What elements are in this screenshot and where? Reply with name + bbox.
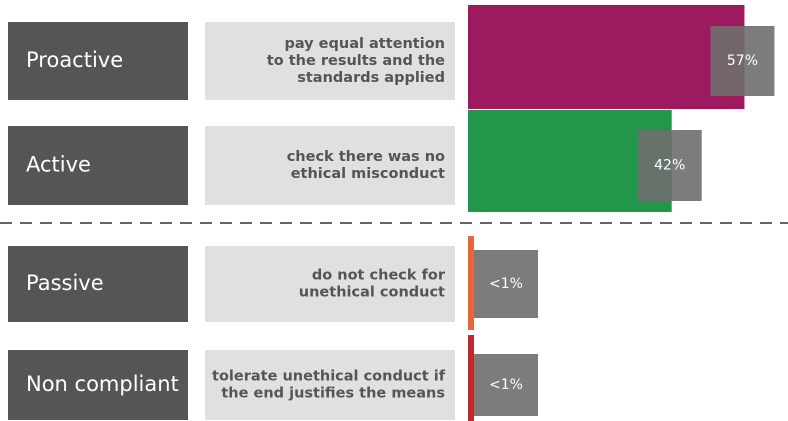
- value-label-box: [710, 26, 775, 96]
- description: check there was no: [287, 149, 445, 165]
- description: pay equal attention: [284, 36, 445, 52]
- value-label-box: [474, 354, 538, 416]
- category-box: [8, 246, 188, 322]
- description-box: [205, 246, 455, 322]
- category-label: Non compliant: [26, 372, 179, 396]
- description: ethical misconduct: [291, 166, 445, 182]
- category-box: [8, 126, 188, 205]
- category-box: [8, 22, 188, 100]
- bar: [468, 5, 745, 109]
- value-label: 42%: [654, 158, 685, 174]
- description: standards applied: [297, 70, 445, 86]
- description: the end justifies the means: [221, 386, 445, 402]
- category-label: Passive: [26, 271, 104, 295]
- description: tolerate unethical conduct if: [212, 369, 446, 385]
- category-label: Active: [26, 153, 91, 177]
- value-label-box: [474, 250, 538, 318]
- bar: [468, 236, 474, 330]
- description: unethical conduct: [299, 285, 445, 301]
- category-box: [8, 350, 188, 420]
- description: to the results and the: [267, 53, 445, 69]
- bar: [468, 335, 474, 421]
- value-label: <1%: [489, 377, 523, 393]
- category-label: Proactive: [26, 48, 123, 72]
- description-box: [205, 126, 455, 205]
- description: do not check for: [312, 268, 446, 284]
- value-label-box: [637, 130, 702, 201]
- value-label: 57%: [727, 53, 758, 69]
- description-box: [205, 350, 455, 420]
- description-box: [205, 22, 455, 100]
- value-label: <1%: [489, 276, 523, 292]
